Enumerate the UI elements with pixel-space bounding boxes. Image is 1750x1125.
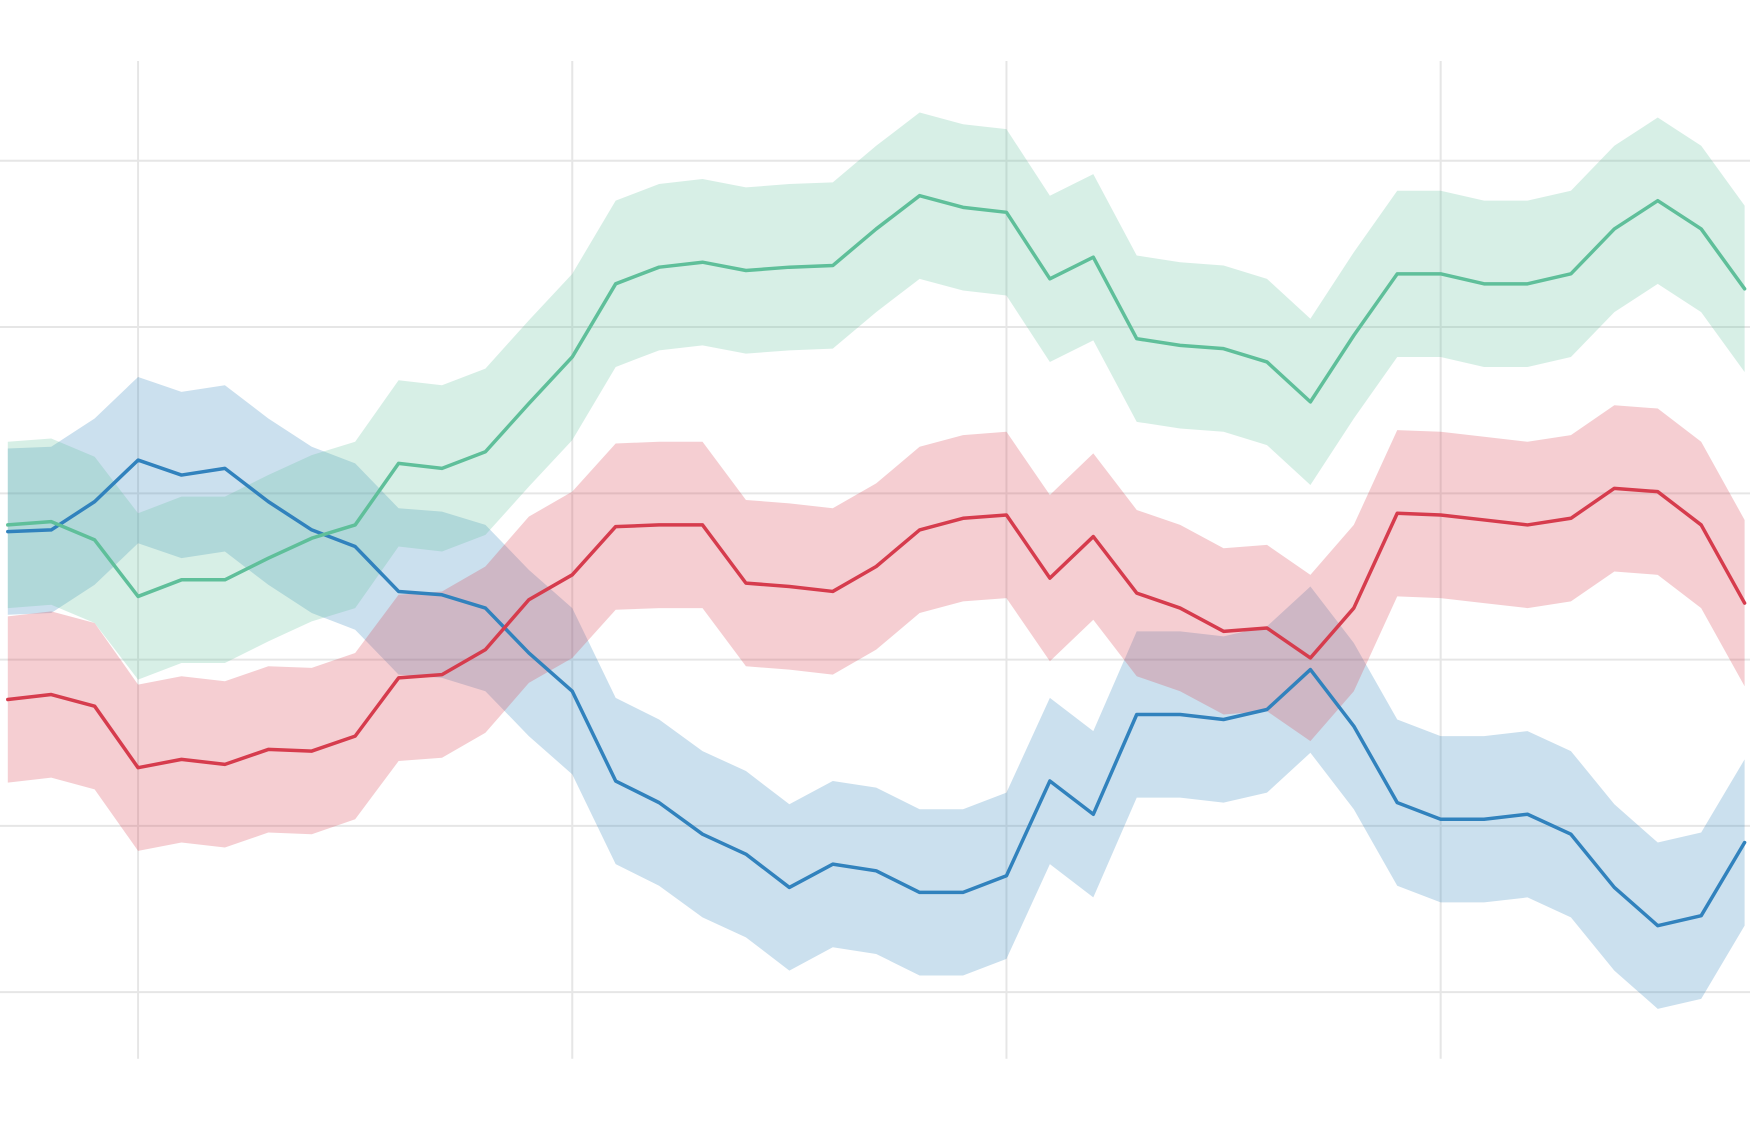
grid bbox=[0, 61, 1750, 1059]
series-line bbox=[6, 486, 1747, 770]
bands bbox=[7, 112, 1745, 1009]
confidence-band bbox=[7, 405, 1745, 851]
lines bbox=[6, 193, 1747, 928]
series-line bbox=[6, 458, 1747, 928]
confidence-band bbox=[7, 112, 1745, 680]
series-line bbox=[6, 193, 1747, 599]
confidence-band bbox=[7, 376, 1745, 1009]
